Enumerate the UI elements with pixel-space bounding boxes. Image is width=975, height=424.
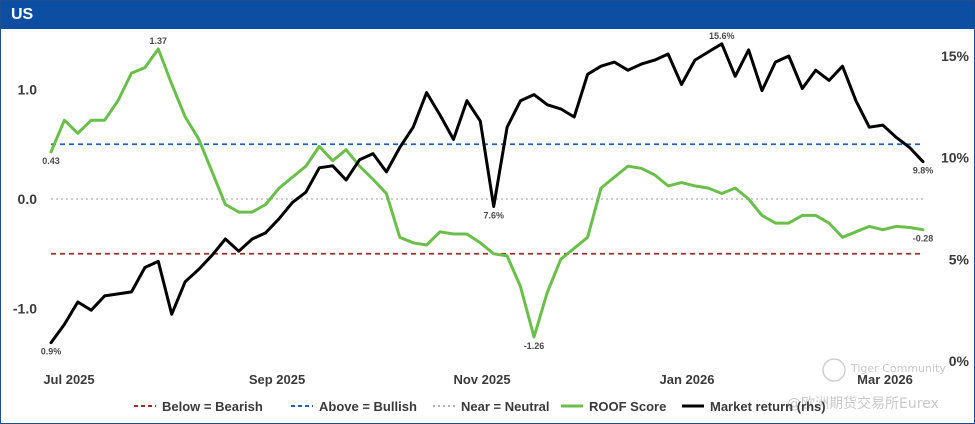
y-right-tick: 10%	[941, 150, 970, 166]
legend-label: Near = Neutral	[461, 399, 550, 414]
y-right-tick: 5%	[949, 251, 970, 267]
watermark-logo-icon	[822, 358, 846, 382]
x-tick: Jul 2025	[43, 372, 94, 387]
y-right-tick: 0%	[949, 353, 970, 369]
roof-score-line	[49, 47, 925, 339]
legend-label: ROOF Score	[589, 399, 666, 414]
legend-label: Market return (rhs)	[710, 399, 826, 414]
y-left-tick: 0.0	[18, 191, 38, 207]
data-label: 15.6%	[709, 31, 735, 41]
legend-label: Above = Bullish	[319, 399, 417, 414]
market-return-line	[49, 42, 925, 345]
watermark-text: @欧洲期货交易所Eurex	[787, 395, 939, 412]
data-label: 7.6%	[483, 210, 504, 220]
y-left-tick: 1.0	[18, 82, 38, 98]
market-chart: 1.0 0.0 -1.0 15% 10% 5% 0% Jul 2025 Sep 2025 Nov …	[13, 31, 970, 414]
legend-label: Below = Bearish	[162, 399, 263, 414]
panel-title: US	[11, 6, 34, 23]
y-right-tick: 15%	[941, 48, 970, 64]
data-label: 0.43	[42, 156, 60, 166]
y-left-tick: -1.0	[13, 301, 37, 317]
data-label: -1.26	[524, 341, 545, 351]
x-tick: Mar 2026	[857, 372, 913, 387]
data-label: 9.8%	[913, 166, 934, 176]
data-label: -0.28	[913, 234, 934, 244]
watermark-text: Tiger Community	[850, 362, 946, 375]
data-label: 1.37	[150, 36, 168, 46]
x-tick: Sep 2025	[249, 372, 305, 387]
x-tick: Nov 2025	[453, 372, 510, 387]
panel-header: US	[1, 1, 974, 29]
x-tick: Jan 2026	[660, 372, 715, 387]
data-label: 0.9%	[41, 347, 62, 357]
